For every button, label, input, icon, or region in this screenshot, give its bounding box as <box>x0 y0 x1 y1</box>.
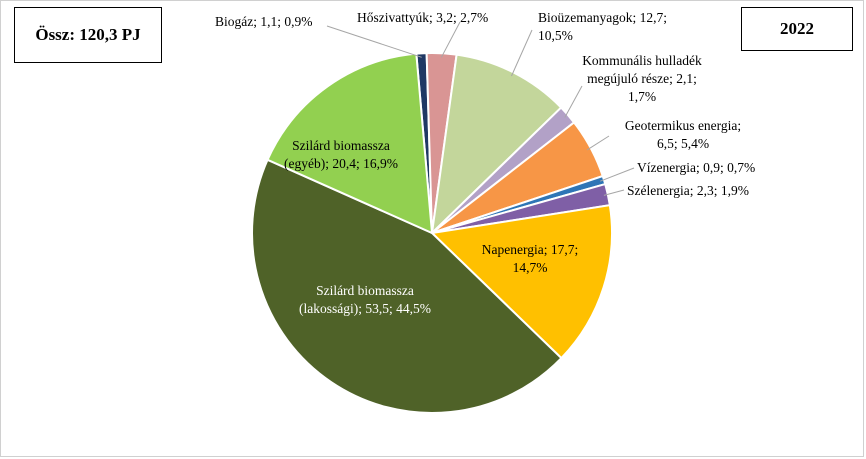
slice-labels: Biogáz; 1,1; 0,9% Hőszivattyúk; 3,2; 2,7%… <box>215 10 755 316</box>
leader-line-biouzemanyagok <box>511 29 533 77</box>
leader-line-szelenergia <box>603 189 625 196</box>
leader-line-biogaz <box>326 25 422 58</box>
label-szilard-biomassza-egyeb: Szilárd biomassza (egyéb); 20,4; 16,9% <box>284 138 398 171</box>
leader-line-vizenergia <box>600 167 635 182</box>
label-szilard-biomassza-lakossagi: Szilárd biomassza (lakossági); 53,5; 44,5… <box>299 283 431 316</box>
label-kommunalis-hulladek-megujulo-resze: Kommunális hulladék megújuló része; 2,1; 1… <box>582 53 702 104</box>
label-szelenergia: Szélenergia; 2,3; 1,9% <box>627 183 749 198</box>
pie-slices <box>251 52 613 414</box>
year-box: 2022 <box>741 7 853 51</box>
label-vizenergia: Vízenergia; 0,9; 0,7% <box>637 160 755 175</box>
total-label: Össz: 120,3 PJ <box>35 25 141 44</box>
total-box: Össz: 120,3 PJ <box>14 7 162 63</box>
leader-line-geotermikus-energia <box>586 135 610 151</box>
slice-szilard-biomassza-lakossagi <box>251 158 563 414</box>
year-label: 2022 <box>780 19 814 38</box>
label-hoszivattyuk: Hőszivattyúk; 3,2; 2,7% <box>357 10 488 25</box>
leader-lines <box>326 21 635 196</box>
label-biouzemanyagok: Bioüzemanyagok; 12,7; 10,5% <box>538 10 667 43</box>
leader-line-kommunalis-hulladek-megujulo-resze <box>564 85 583 118</box>
label-biogaz: Biogáz; 1,1; 0,9% <box>215 14 313 29</box>
leader-line-hoszivattyuk <box>440 21 461 58</box>
label-napenergia: Napenergia; 17,7; 14,7% <box>482 242 578 275</box>
slice-szilard-biomassza-egyeb <box>266 52 434 235</box>
label-geotermikus-energia: Geotermikus energia; 6,5; 5,4% <box>625 118 741 151</box>
slice-napenergia <box>429 204 613 360</box>
